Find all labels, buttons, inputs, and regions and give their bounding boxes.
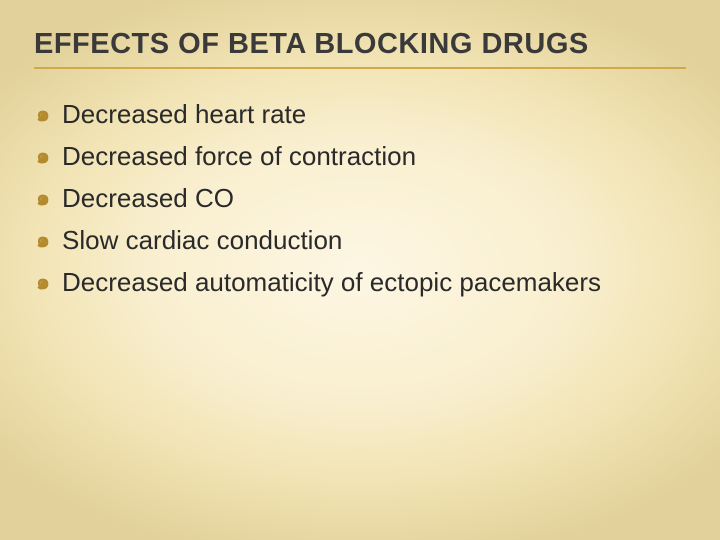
list-item-text: Decreased heart rate bbox=[62, 97, 686, 133]
slide-title: EFFECTS OF BETA BLOCKING DRUGS bbox=[34, 28, 686, 61]
bullet-icon: ๑ bbox=[36, 181, 62, 215]
list-item-text: Slow cardiac conduction bbox=[62, 223, 686, 259]
list-item-text: Decreased CO bbox=[62, 181, 686, 217]
bullet-icon: ๑ bbox=[36, 97, 62, 131]
list-item: ๑ Decreased CO bbox=[36, 181, 686, 217]
list-item: ๑ Decreased automaticity of ectopic pace… bbox=[36, 265, 686, 301]
list-item: ๑ Decreased heart rate bbox=[36, 97, 686, 133]
bullet-icon: ๑ bbox=[36, 265, 62, 299]
bullet-icon: ๑ bbox=[36, 223, 62, 257]
title-underline bbox=[34, 67, 686, 69]
bullet-icon: ๑ bbox=[36, 139, 62, 173]
list-item: ๑ Decreased force of contraction bbox=[36, 139, 686, 175]
slide-container: EFFECTS OF BETA BLOCKING DRUGS ๑ Decreas… bbox=[0, 0, 720, 540]
list-item-text: Decreased automaticity of ectopic pacema… bbox=[62, 265, 686, 301]
list-item-text: Decreased force of contraction bbox=[62, 139, 686, 175]
list-item: ๑ Slow cardiac conduction bbox=[36, 223, 686, 259]
bullet-list: ๑ Decreased heart rate ๑ Decreased force… bbox=[34, 97, 686, 300]
